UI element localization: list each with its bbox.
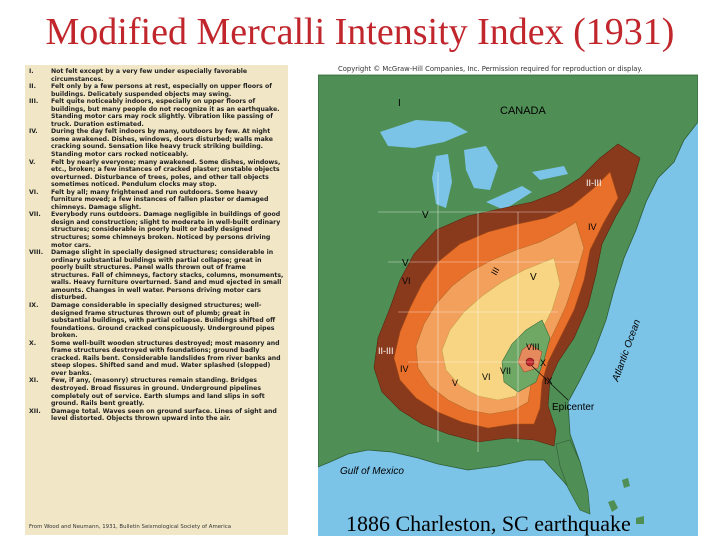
legend-intensity-number: VII.	[29, 211, 41, 219]
copyright-notice: Copyright © McGraw-Hill Companies, Inc. …	[338, 65, 643, 73]
label-iii-center: III	[489, 265, 501, 277]
legend-intensity-description: Felt only by a few persons at rest, espe…	[51, 83, 272, 98]
legend-row: I. Not felt except by a very few under es…	[29, 68, 284, 83]
legend-intensity-description: Damage considerable in specially designe…	[51, 301, 276, 340]
legend-intensity-description: Damage slight in specially designed stru…	[51, 249, 284, 302]
label-epicenter: Epicenter	[552, 402, 595, 413]
legend-intensity-description: During the day felt indoors by many, out…	[51, 128, 273, 159]
legend-row: V. Felt by nearly everyone; many awakened…	[29, 159, 284, 189]
legend-row: XII. Damage total. Waves seen on ground s…	[29, 408, 284, 423]
state-boundaries	[378, 172, 578, 452]
legend-intensity-description: Damage total. Waves seen on ground surfa…	[51, 407, 277, 423]
label-vi-s: VI	[482, 372, 491, 382]
map-caption: 1886 Charleston, SC earthquake	[346, 511, 631, 536]
legend-intensity-number: II.	[29, 83, 36, 91]
lake-erie	[486, 186, 532, 210]
legend-intensity-number: V.	[29, 158, 36, 166]
lake-huron	[464, 146, 498, 190]
legend-intensity-number: IX.	[29, 301, 39, 309]
legend-intensity-number: VI.	[29, 188, 39, 196]
lake-ontario	[532, 166, 568, 180]
legend-row: II. Felt only by a few persons at rest, e…	[29, 83, 284, 98]
legend-intensity-description: Felt by nearly everyone; many awakened. …	[51, 158, 281, 189]
intensity-map: CANADA I II-III IV V II-III V VI III V V…	[317, 62, 699, 536]
label-iv-s: IV	[400, 364, 409, 374]
legend-intensity-description: Not felt except by a very few under espe…	[51, 68, 248, 83]
label-x: X	[540, 358, 546, 368]
label-ii-iii-w: II-III	[378, 346, 394, 356]
legend-row: XI. Few, if any, (masonry) structures rem…	[29, 377, 284, 407]
epicenter-pointer	[531, 365, 569, 401]
legend-row: VIII. Damage slight in specially designed…	[29, 249, 284, 302]
label-v-lakes: V	[422, 210, 429, 221]
legend-intensity-description: Few, if any, (masonry) structures remain…	[51, 377, 265, 408]
legend-source: From Wood and Neumann, 1931, Bulletin Se…	[29, 524, 232, 531]
legend-intensity-number: X.	[29, 339, 37, 347]
legend-row: III. Felt quite noticeably indoors, espec…	[29, 98, 284, 128]
label-gulf: Gulf of Mexico	[340, 466, 404, 477]
bahamas	[608, 478, 644, 524]
lake-michigan	[432, 154, 452, 208]
legend-row: VI. Felt by all; many frightened and run …	[29, 189, 284, 212]
legend-intensity-description: Some well-built wooden structures destro…	[51, 339, 281, 377]
page-title: Modified Mercalli Intensity Index (1931)	[45, 11, 675, 53]
legend-intensity-number: IV.	[29, 128, 38, 136]
label-v-w: V	[402, 258, 409, 269]
legend-list: I. Not felt except by a very few under es…	[29, 68, 284, 423]
label-canada: CANADA	[500, 105, 547, 117]
map-svg: CANADA I II-III IV V II-III V VI III V V…	[317, 62, 699, 536]
legend-intensity-number: XI.	[29, 377, 39, 385]
legend-row: IX. Damage considerable in specially desi…	[29, 302, 284, 340]
legend-intensity-number: XII.	[29, 407, 41, 415]
legend-intensity-description: Everybody runs outdoors. Damage negligib…	[51, 211, 281, 249]
label-v-s: V	[452, 378, 458, 388]
legend-intensity-number: III.	[29, 98, 39, 106]
label-vii: VII	[500, 366, 511, 376]
intensity-legend: I. Not felt except by a very few under es…	[25, 65, 288, 535]
label-viii: VIII	[526, 342, 540, 352]
legend-intensity-description: Felt quite noticeably indoors, especiall…	[51, 98, 280, 128]
legend-row: IV. During the day felt indoors by many, …	[29, 128, 284, 158]
florida	[555, 439, 591, 515]
legend-intensity-number: VIII.	[29, 249, 44, 257]
label-iv-ne: IV	[588, 222, 597, 232]
legend-row: VII. Everybody runs outdoors. Damage negl…	[29, 211, 284, 249]
legend-intensity-description: Felt by all; many frightened and run out…	[51, 188, 269, 211]
legend-intensity-number: I.	[29, 68, 34, 75]
label-v-east: V	[530, 272, 537, 283]
label-i: I	[398, 98, 401, 109]
label-vi-w: VI	[402, 276, 411, 286]
lake-superior	[380, 120, 468, 148]
legend-row: X. Some well-built wooden structures dest…	[29, 340, 284, 378]
label-ii-iii-ne: II-III	[586, 178, 602, 188]
